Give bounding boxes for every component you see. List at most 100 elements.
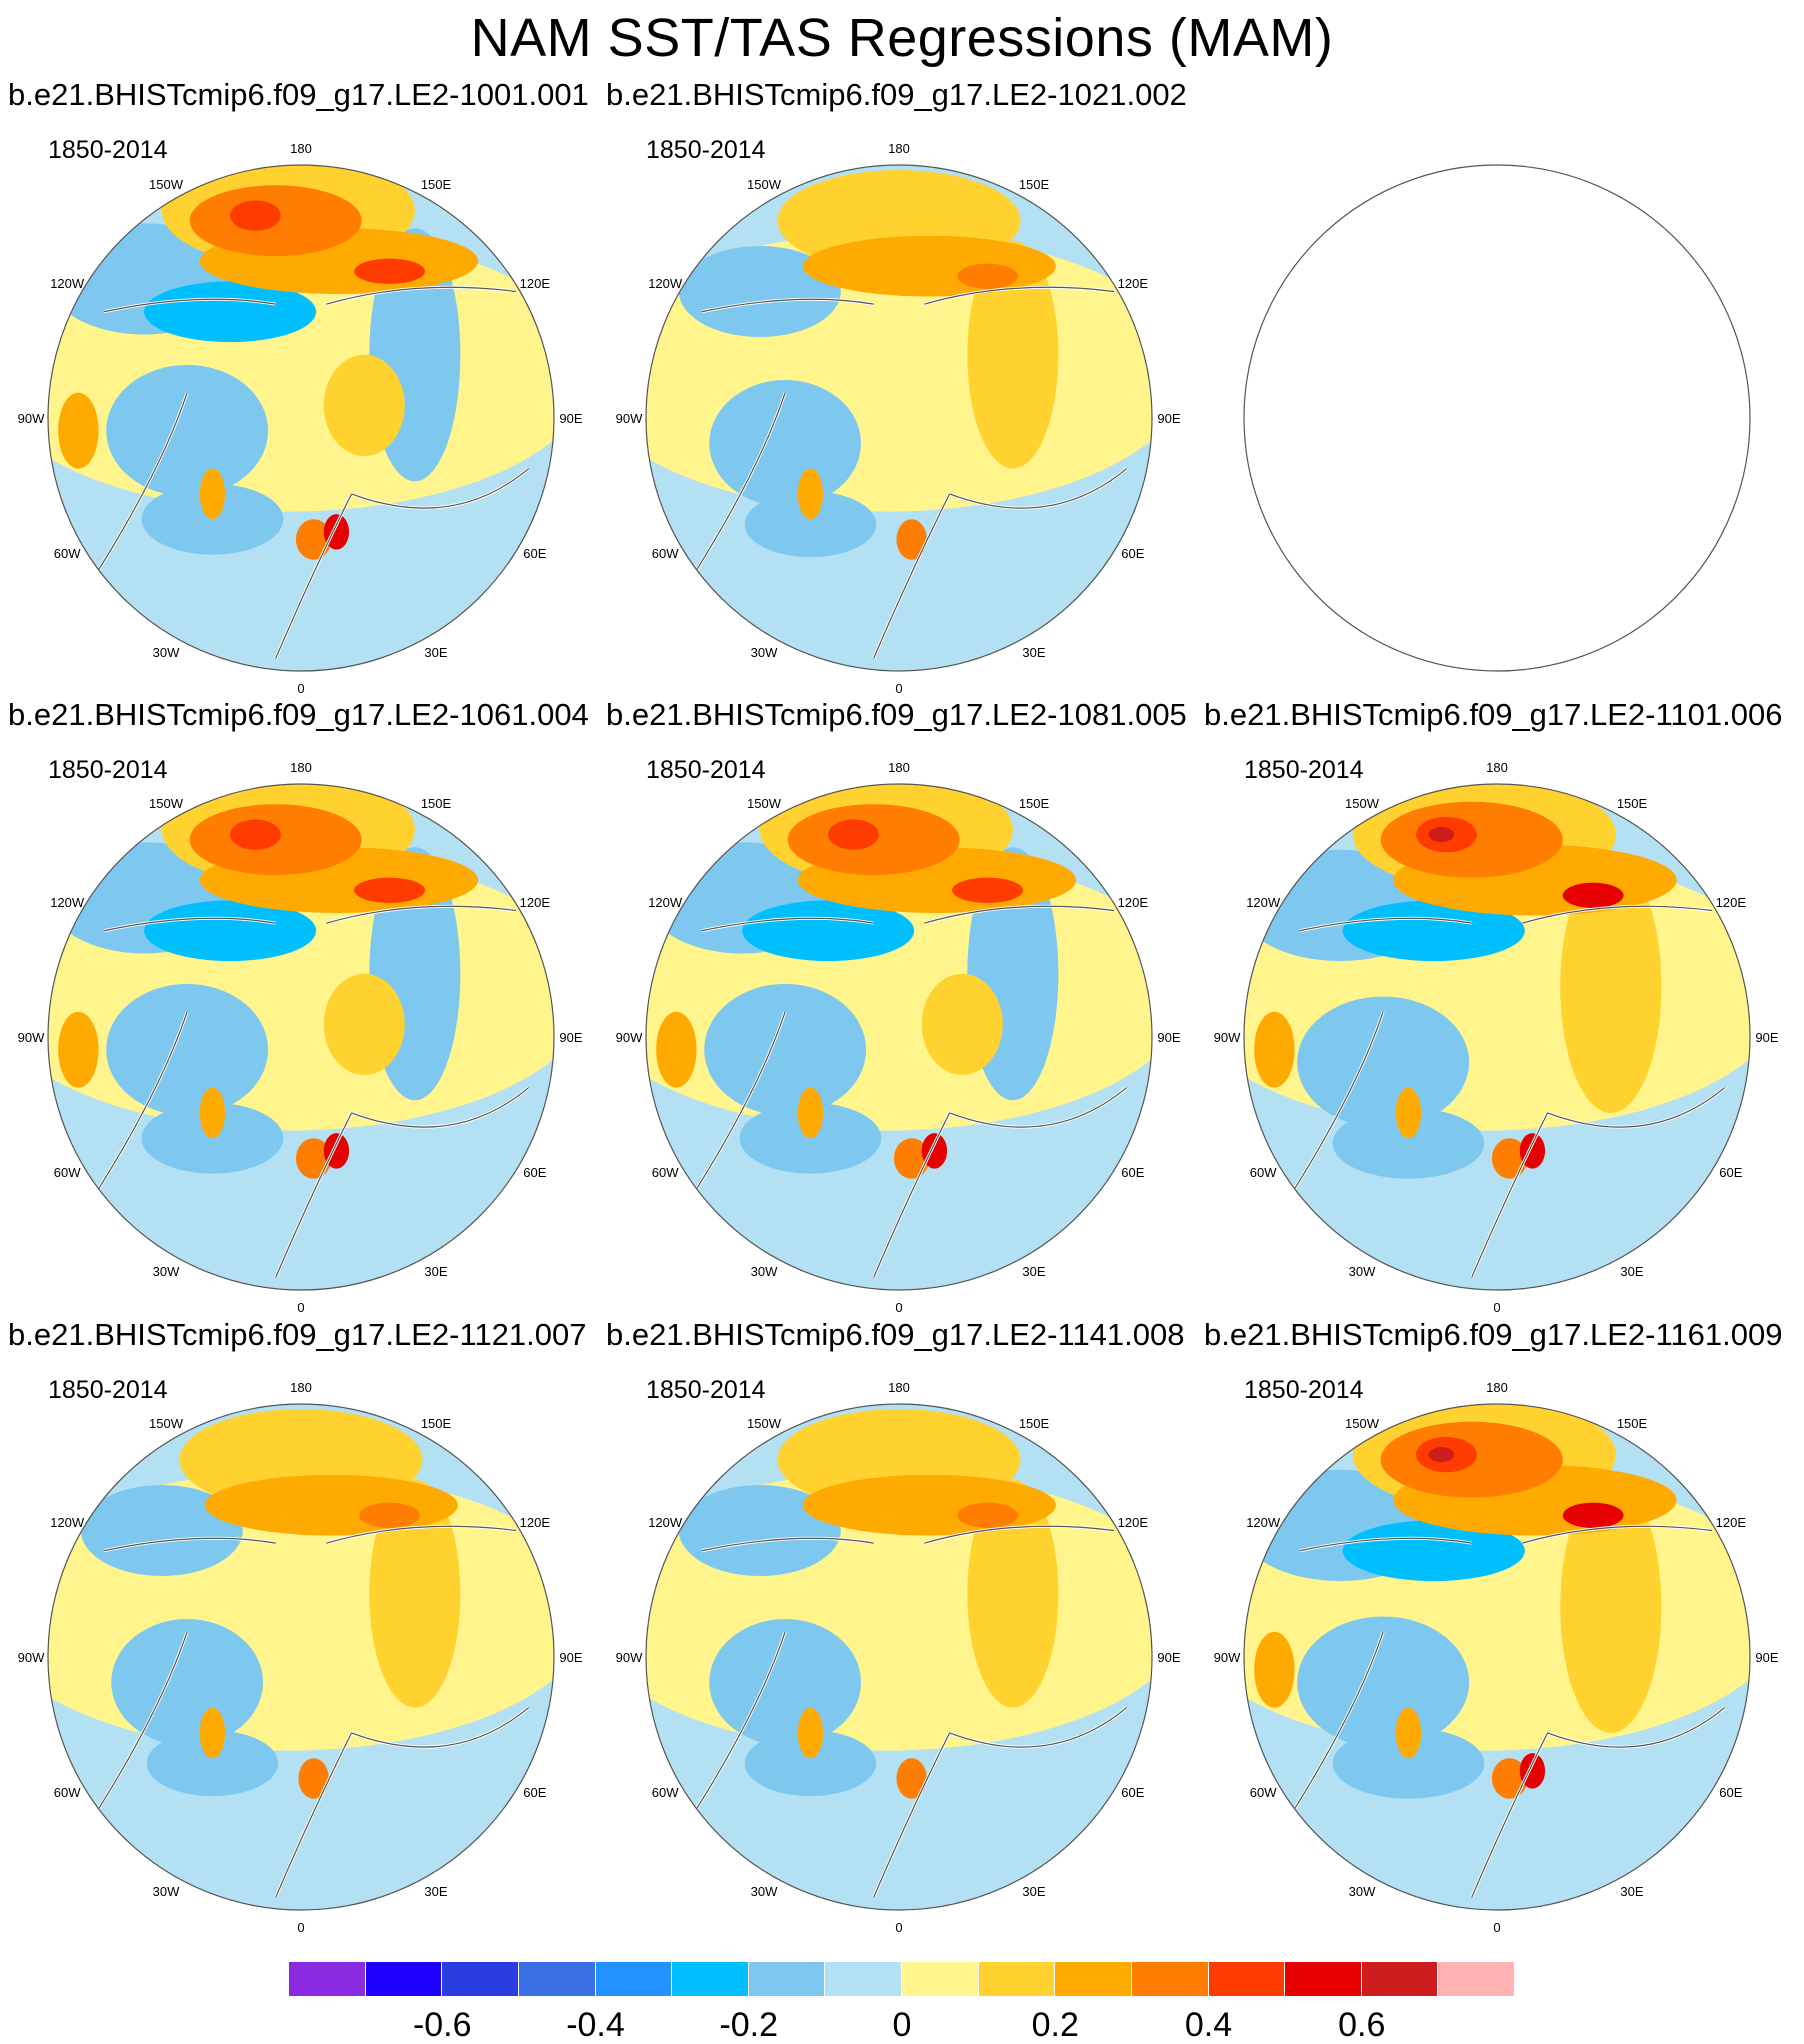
panel-title: b.e21.BHISTcmip6.f09_g17.LE2-1101.006 [1204, 697, 1783, 732]
longitude-label: 90E [1157, 1030, 1180, 1045]
colorbar-swatch [825, 1962, 902, 1996]
longitude-label: 150W [149, 177, 184, 192]
coastline [351, 1707, 530, 1748]
longitude-label: 120W [50, 276, 85, 291]
coastline [1471, 1732, 1549, 1898]
colorbar-tick-label: -0.2 [719, 2006, 779, 2044]
regression-field [646, 165, 1152, 671]
coastline [949, 1707, 1128, 1748]
contour-region [298, 1758, 329, 1799]
polar-map: 180 150E 120E 90E 60E 30E 0 30W 60W 90W 120W 150W [18, 141, 583, 696]
colorbar-tick-label: 0.2 [1031, 2006, 1079, 2044]
longitude-label: 150W [747, 796, 782, 811]
longitude-label: 90E [559, 411, 582, 426]
colorbar-swatch [289, 1962, 366, 1996]
contour-region [1342, 900, 1525, 962]
contour-region [896, 519, 927, 560]
longitude-label: 60W [652, 1165, 679, 1180]
contour-region [295, 1138, 332, 1179]
longitude-label: 180 [290, 141, 312, 156]
longitude-label: 90W [18, 1030, 45, 1045]
contour-region [106, 364, 269, 497]
coastline [98, 1631, 188, 1810]
panel-period: 1850-2014 [1244, 1376, 1364, 1404]
contour-region [1254, 1631, 1295, 1708]
polar-map: 180 150E 120E 90E 60E 30E 0 30W 60W 90W 120W 150W [616, 1380, 1181, 1935]
panel-period: 1850-2014 [646, 1376, 766, 1404]
contour-region [1342, 1520, 1525, 1582]
longitude-label: 60W [54, 546, 81, 561]
coastline [326, 1525, 517, 1544]
longitude-label: 180 [290, 1380, 312, 1395]
coastline [701, 1537, 874, 1552]
longitude-label: 60E [1719, 1165, 1742, 1180]
contour-region [1395, 1707, 1422, 1759]
coastline [696, 1011, 786, 1190]
contour-region [1560, 1479, 1662, 1733]
longitude-label: 60W [54, 1785, 81, 1800]
contour-region [1428, 1447, 1454, 1463]
longitude-label: 0 [297, 1920, 304, 1935]
contour-region [1254, 1011, 1295, 1088]
panel-title: b.e21.BHISTcmip6.f09_g17.LE2-1161.009 [1204, 1317, 1783, 1352]
contour-region [797, 1087, 824, 1139]
longitude-label: 120W [648, 895, 683, 910]
contour-region [323, 354, 405, 456]
longitude-label: 90W [616, 1650, 643, 1665]
longitude-label: 180 [1486, 1380, 1508, 1395]
coastline [351, 468, 530, 509]
panel-title: b.e21.BHISTcmip6.f09_g17.LE2-1021.002 [606, 77, 1187, 112]
coastline-outlines [98, 286, 530, 659]
colorbar-swatch [1438, 1962, 1515, 1996]
longitude-label: 0 [895, 1920, 902, 1935]
regression-field [1244, 784, 1750, 1290]
coastline [696, 1631, 786, 1810]
coastline [924, 1525, 1115, 1544]
map-boundary [47, 164, 555, 672]
panel-period: 1850-2014 [646, 756, 766, 784]
contour-region [80, 1484, 243, 1577]
map-boundary [47, 783, 555, 1291]
coastline [1294, 1631, 1384, 1810]
longitude-label: 30E [1022, 1884, 1045, 1899]
contour-region [1491, 1758, 1528, 1799]
contour-region [967, 1479, 1059, 1708]
contour-region [1297, 1616, 1470, 1749]
coastline [103, 917, 276, 932]
longitude-label: 30E [1620, 1884, 1643, 1899]
contour-region [354, 258, 425, 284]
longitude-label: 90W [616, 1030, 643, 1045]
longitude-label: 150W [747, 1416, 782, 1431]
regression-field [48, 165, 554, 671]
longitude-label: 0 [297, 681, 304, 696]
panel-period: 1850-2014 [48, 756, 168, 784]
coastline [701, 917, 874, 932]
contour-region [144, 900, 317, 962]
colorbar-swatch [365, 1962, 443, 1996]
longitude-label: 120W [648, 1515, 683, 1530]
contour-region [957, 1502, 1018, 1528]
colorbar-tick-label: 0.6 [1338, 2006, 1386, 2044]
longitude-label: 120W [50, 1515, 85, 1530]
longitude-label: 30W [153, 645, 180, 660]
colorbar-swatch [518, 1962, 596, 1996]
longitude-label: 90E [1157, 411, 1180, 426]
colorbar-swatch [748, 1962, 826, 1996]
longitude-label: 90W [1214, 1650, 1241, 1665]
map-boundary [645, 783, 1153, 1291]
colorbar-tick-label: -0.6 [412, 2006, 472, 2044]
longitude-label: 150W [149, 796, 184, 811]
contour-region [1395, 1087, 1422, 1139]
regression-field [48, 1404, 554, 1910]
colorbar-swatch [672, 1962, 749, 1996]
longitude-label: 90E [559, 1650, 582, 1665]
longitude-label: 180 [888, 141, 910, 156]
longitude-label: 30W [1349, 1264, 1376, 1279]
longitude-label: 120W [50, 895, 85, 910]
longitude-label: 150E [1019, 1416, 1050, 1431]
longitude-label: 180 [888, 1380, 910, 1395]
longitude-label: 120E [520, 276, 551, 291]
coastline [351, 1087, 530, 1128]
polar-map: 180 150E 120E 90E 60E 30E 0 30W 60W 90W 120W 150W [18, 760, 583, 1315]
longitude-label: 30E [424, 645, 447, 660]
